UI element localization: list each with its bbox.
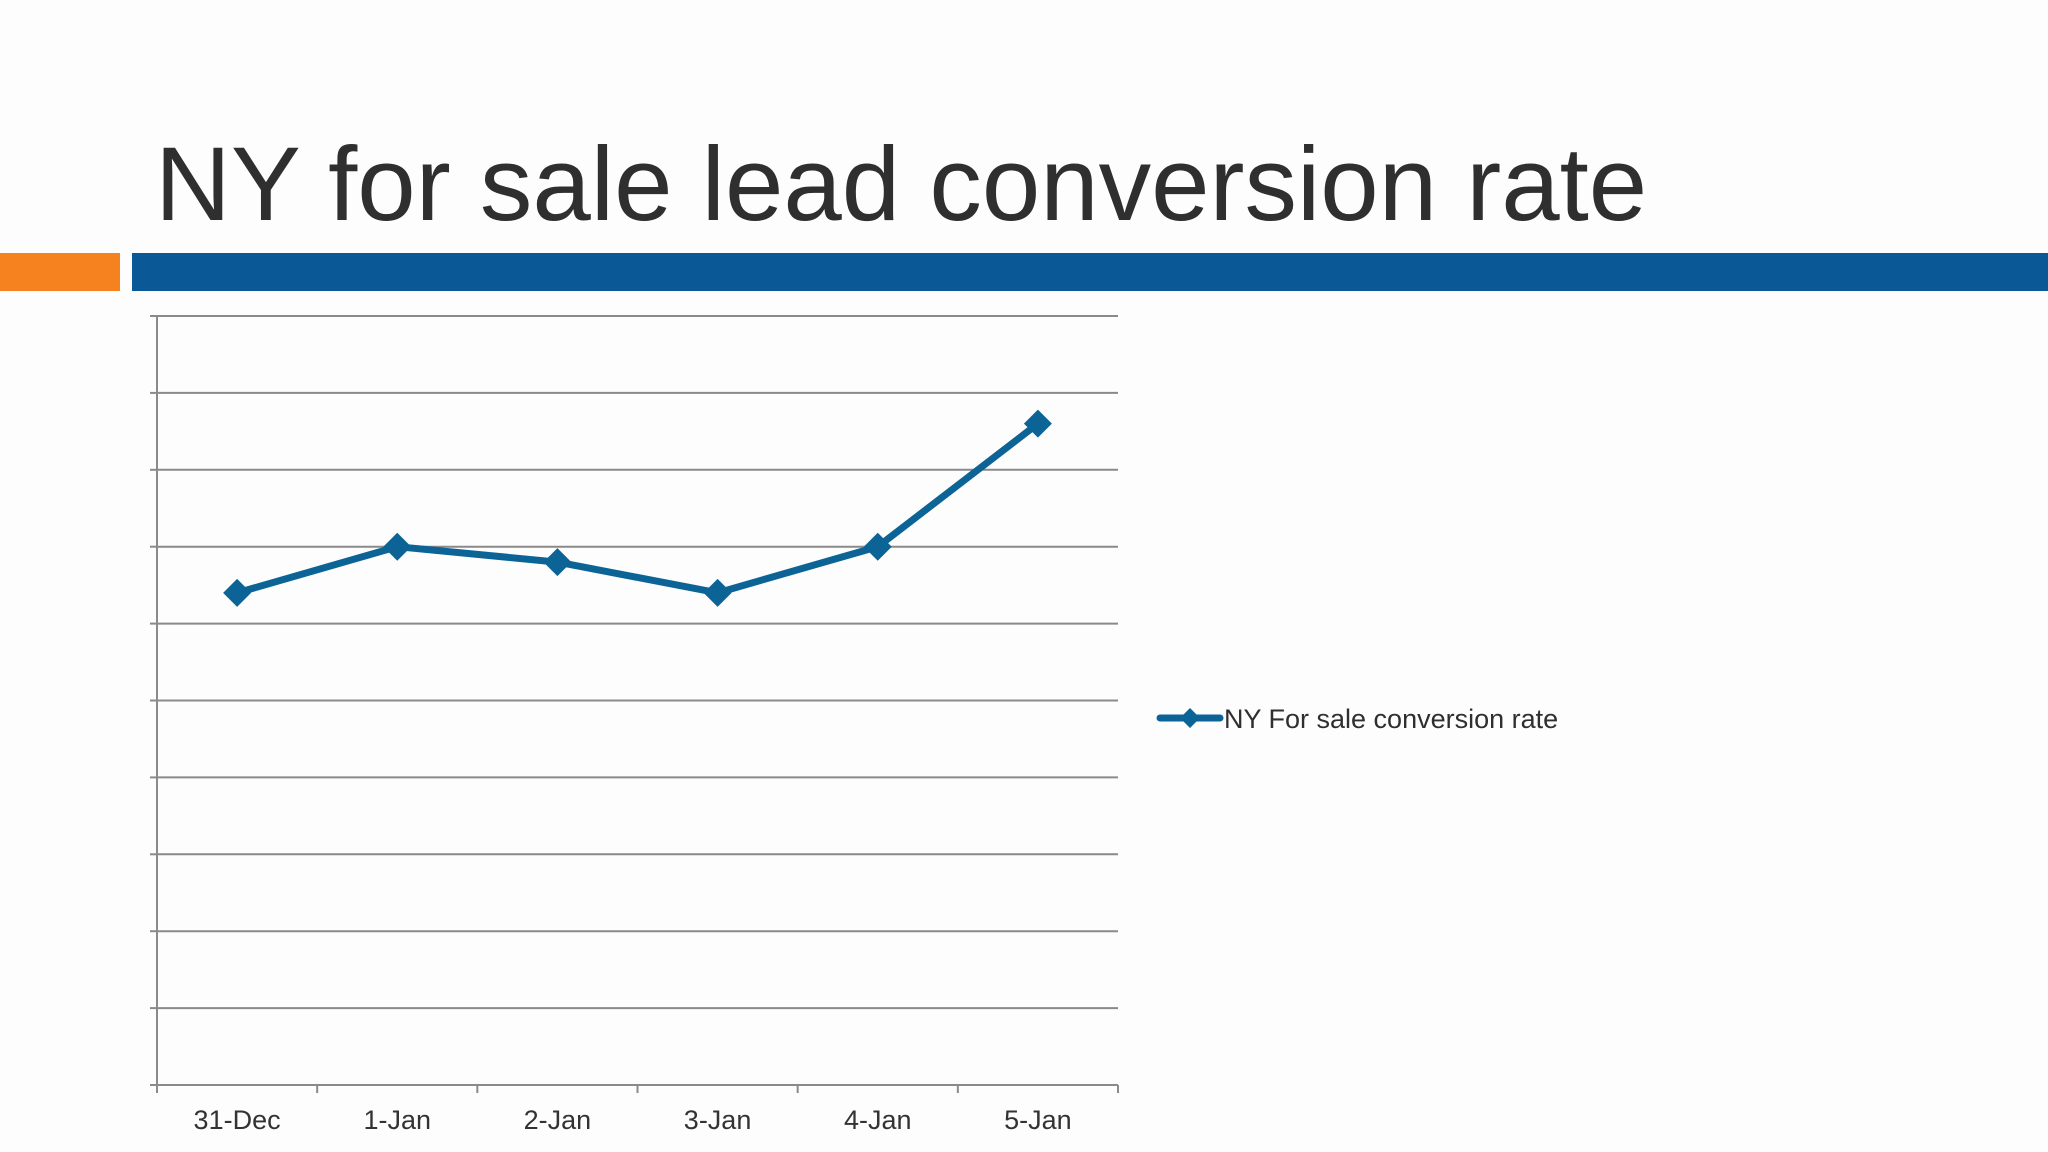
x-tick-label: 1-Jan bbox=[363, 1105, 431, 1135]
x-tick-label: 31-Dec bbox=[194, 1105, 281, 1135]
data-point-marker bbox=[223, 578, 252, 607]
chart-axes: 31-Dec 1-Jan 2-Jan 3-Jan 4-Jan 5-Jan bbox=[150, 315, 1119, 1135]
data-point-marker bbox=[543, 548, 572, 577]
title-accent-bar-orange bbox=[0, 253, 120, 291]
legend-marker-swatch bbox=[1180, 708, 1200, 728]
data-point-marker bbox=[1023, 409, 1052, 438]
slide-title: NY for sale lead conversion rate bbox=[155, 126, 1648, 243]
x-tick-label: 4-Jan bbox=[844, 1105, 912, 1135]
data-point-marker bbox=[703, 578, 732, 607]
legend-label: NY For sale conversion rate bbox=[1224, 704, 1558, 734]
title-accent-bar-blue bbox=[132, 253, 2048, 291]
gridlines bbox=[157, 315, 1118, 1010]
series-layer bbox=[223, 409, 1052, 607]
data-point-marker bbox=[863, 532, 892, 561]
x-tick-label: 2-Jan bbox=[524, 1105, 592, 1135]
series-line bbox=[233, 420, 1042, 597]
x-tick-label: 5-Jan bbox=[1004, 1105, 1072, 1135]
x-tick-label: 3-Jan bbox=[684, 1105, 752, 1135]
data-point-marker bbox=[383, 532, 412, 561]
legend: NY For sale conversion rate bbox=[1156, 704, 1558, 734]
